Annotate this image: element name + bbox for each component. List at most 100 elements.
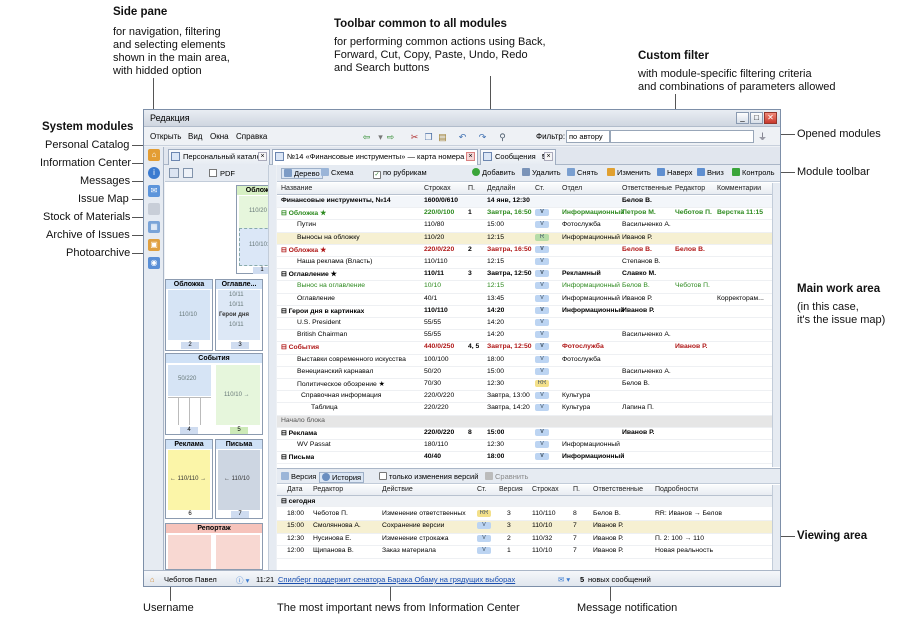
control-button[interactable]: Контроль (732, 168, 775, 177)
row-st[interactable]: V (535, 404, 549, 413)
back-icon[interactable]: ⇦ (362, 132, 371, 142)
col-header-lines[interactable]: Строках (424, 185, 451, 192)
row-st[interactable]: V (535, 282, 549, 291)
table-row[interactable]: British Chairman 55/55 14:20 V Васильченко А… (277, 330, 772, 343)
menu-open[interactable]: Открыть (150, 132, 182, 141)
message-notification-icon[interactable]: ✉ ▾ (558, 575, 571, 584)
menu-help[interactable]: Справка (236, 132, 268, 141)
table-row[interactable]: ⊟ Обложка ★ 220/0/220 2 Завтра, 16:50 V Белов… (277, 245, 772, 257)
row-st[interactable]: V (535, 306, 549, 316)
col-header-status[interactable]: Ст. (535, 185, 545, 192)
minimize-button[interactable]: _ (736, 112, 749, 124)
table-row[interactable]: U.S. President 55/55 14:20 V (277, 318, 772, 331)
username[interactable]: Чеботов Павел (164, 575, 217, 584)
cut-icon[interactable]: ✂ (410, 132, 419, 142)
table-row[interactable]: Выставки современного искусства 100/100 18… (277, 355, 772, 367)
news-link[interactable]: Спилберг поддержит сенатора Барака Обаму… (278, 575, 516, 584)
move-up-button[interactable]: Наверх (657, 168, 693, 177)
row-st[interactable]: V (535, 221, 549, 230)
col-header-page[interactable]: П. (468, 185, 475, 192)
row-st[interactable]: V (535, 428, 549, 438)
page-thumb-ads[interactable]: Реклама ← 110/110 → 6 (165, 439, 213, 519)
page-view-icon[interactable] (169, 168, 179, 178)
row-st[interactable]: V (535, 392, 549, 401)
info-icon[interactable]: ⓘ ▾ (236, 576, 250, 585)
table-row[interactable]: WV Passat 180/110 12:30 V Информационный (277, 440, 772, 453)
remove-button[interactable]: Снять (567, 168, 598, 177)
col-header-editor[interactable]: Редактор (675, 185, 706, 192)
table-row[interactable]: ⊟ Реклама 220/0/220 8 15:00 V Иванов Р. (277, 428, 772, 440)
menu-windows[interactable]: Окна (210, 132, 229, 141)
history-section-today[interactable]: ⊟ сегодня (277, 496, 772, 507)
col-header-date[interactable]: Дата (287, 486, 303, 493)
redo-icon[interactable]: ↷ (478, 132, 487, 142)
pdf-checkbox[interactable] (209, 169, 217, 177)
page-thumb-cover[interactable]: Обложка 110/20 110/101 1 (236, 185, 275, 274)
col-header-dept[interactable]: Отдел (562, 185, 583, 192)
history-scrollbar[interactable] (772, 485, 780, 570)
maximize-button[interactable]: □ (750, 112, 763, 124)
personal-catalog-icon[interactable]: ⌂ (148, 149, 160, 161)
history-row[interactable]: 12:30 Нусинова Е. Изменение строкажа V 2 110/… (277, 534, 772, 546)
table-row[interactable]: Выносы на обложку 110/20 12:15 R Информацион… (277, 232, 772, 245)
stock-of-materials-icon[interactable]: ▦ (148, 221, 160, 233)
edit-button[interactable]: Изменить (607, 168, 651, 177)
filter-input[interactable] (610, 130, 754, 143)
page-thumb-events[interactable]: События 50/220 110/10 → 4 5 (165, 353, 263, 435)
search-icon[interactable]: ⚲ (499, 132, 506, 142)
tab-messages[interactable]: Сообщения 5 × (480, 149, 556, 165)
col-header-status[interactable]: Ст. (477, 486, 487, 493)
table-row[interactable]: ⊟ Герои дня в картинках 110/110 14:20 V Инфо… (277, 306, 772, 318)
row-st[interactable]: V (535, 270, 549, 279)
by-rubric-toggle[interactable]: ✓ по рубрикам (373, 168, 427, 179)
table-row[interactable]: Политическое обозрение ★ 70/30 12:30 RR Бело… (277, 379, 772, 392)
history-row[interactable]: 15:00 Смоляннова А. Сохранение версии V 3 110… (277, 521, 772, 534)
col-header-action[interactable]: Действие (382, 486, 413, 493)
table-row[interactable]: Путин 110/80 15:00 V Фотослужба Васильченко А… (277, 220, 772, 233)
col-header-comments[interactable]: Комментарии (717, 185, 762, 192)
funnel-icon[interactable]: ⏚ (757, 132, 767, 142)
version-tab[interactable]: Версия (281, 472, 316, 481)
col-header-version[interactable]: Версия (499, 486, 523, 493)
tab-personal-catalog[interactable]: Персональный каталог × (168, 149, 270, 165)
page-thumb-letters[interactable]: Письма ← 110/10 7 (215, 439, 263, 519)
table-row[interactable]: Таблица 220/220 Завтра, 14:20 V Культура Лапи… (277, 403, 772, 416)
col-header-responsible[interactable]: Ответственные (622, 185, 672, 192)
row-st[interactable]: V (535, 319, 549, 328)
table-row[interactable]: Оглавление 40/1 13:45 V Информационный Иванов… (277, 294, 772, 306)
grid-scrollbar[interactable] (772, 183, 780, 467)
table-row[interactable]: ⊟ Обложка ★ 220/0/100 1 Завтра, 16:50 V Инфор… (277, 208, 772, 221)
new-messages-count[interactable]: 5 (580, 575, 585, 584)
col-header-details[interactable]: Подробности (655, 486, 699, 493)
menu-view[interactable]: Вид (188, 132, 203, 141)
new-messages-label[interactable]: новых сообщений (588, 575, 651, 584)
table-row[interactable]: Наша реклама (Власть) 110/110 12:15 V Степан… (277, 257, 772, 270)
row-st[interactable]: V (535, 331, 549, 340)
dropdown-arrow-icon[interactable]: ▾ (378, 132, 383, 142)
title-bar[interactable]: Редакция _ □ ✕ (144, 110, 780, 127)
compare-button[interactable]: Сравнить (485, 472, 528, 481)
copy-icon[interactable]: ❐ (424, 132, 433, 142)
row-st[interactable]: V (535, 441, 549, 450)
table-row[interactable]: ⊟ События 440/0/250 4, 5 Завтра, 12:50 V Фото… (277, 342, 772, 355)
only-changes-toggle[interactable]: только изменения версий (379, 472, 478, 481)
table-row[interactable]: Финансовые инструменты, №14 1600/0/610 14 … (277, 196, 772, 209)
tab-issue-map[interactable]: №14 «Финансовые инструменты» — карта ном… (272, 149, 478, 165)
col-header-responsible[interactable]: Ответственные (593, 486, 643, 493)
row-st[interactable]: RR (535, 380, 549, 389)
add-button[interactable]: Добавить (472, 168, 515, 177)
row-st[interactable]: V (535, 343, 549, 352)
forward-icon[interactable]: ⇨ (386, 132, 395, 142)
page-thumb-report[interactable]: Репортаж (165, 523, 263, 570)
move-down-button[interactable]: Вниз (697, 168, 724, 177)
side-pane-scrollbar[interactable] (268, 165, 276, 570)
history-tab[interactable]: История (319, 472, 365, 483)
row-st[interactable]: V (535, 209, 549, 218)
col-header-name[interactable]: Название (281, 185, 313, 192)
close-button[interactable]: ✕ (764, 112, 777, 124)
undo-icon[interactable]: ↶ (458, 132, 467, 142)
close-tab-icon[interactable]: × (544, 152, 553, 161)
close-tab-icon[interactable]: × (466, 152, 475, 161)
page-thumb-cover-2[interactable]: Обложка 110/10 2 (165, 279, 213, 351)
col-header-deadline[interactable]: Дедлайн (487, 185, 516, 192)
